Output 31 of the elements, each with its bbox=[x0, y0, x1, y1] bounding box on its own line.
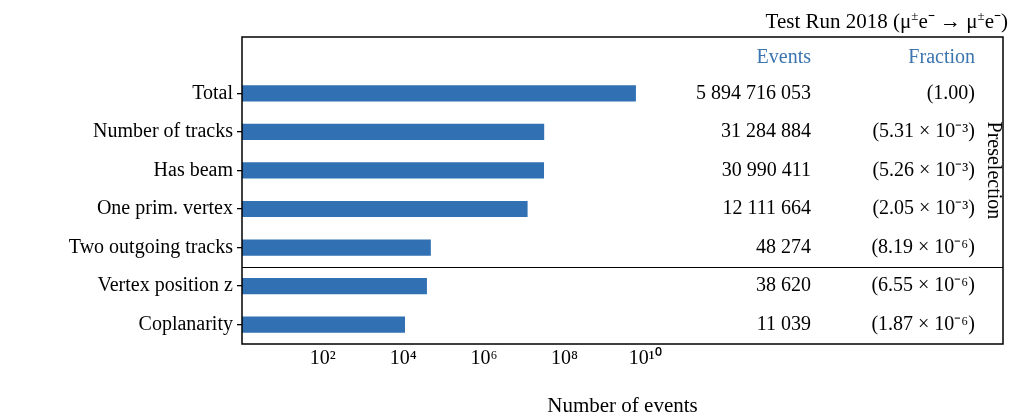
x-tick-label: 10⁶ bbox=[470, 346, 498, 369]
annotation: (5.26 × 10⁻³) bbox=[872, 157, 975, 181]
data-label: 48 274 bbox=[756, 234, 811, 257]
annotation: (1.00) bbox=[926, 80, 975, 104]
y-tick-label: One prim. vertex bbox=[96, 196, 233, 220]
data-label: 12 111 664 bbox=[722, 196, 811, 219]
annotation: Preselection bbox=[983, 121, 1006, 220]
annotation: Fraction bbox=[908, 44, 975, 67]
annotation: Events bbox=[756, 44, 812, 67]
annotation: (2.05 × 10⁻³) bbox=[872, 196, 975, 220]
y-tick-label: Has beam bbox=[153, 157, 234, 180]
y-tick-label: Total bbox=[192, 80, 234, 103]
x-axis-title: Number of events bbox=[547, 392, 698, 417]
annotation: (5.31 × 10⁻³) bbox=[872, 119, 975, 143]
y-tick-label: Number of tracks bbox=[93, 119, 234, 142]
y-tick-label: Coplanarity bbox=[138, 311, 233, 335]
x-tick-label: 10⁸ bbox=[551, 346, 579, 369]
annotation: (8.19 × 10⁻⁶) bbox=[871, 234, 975, 258]
data-label: 5 894 716 053 bbox=[696, 80, 811, 103]
data-label: 31 284 884 bbox=[721, 119, 811, 142]
x-tick-label: 10¹⁰ bbox=[628, 346, 662, 369]
chart-title: Test Run 2018 (μ$^{±}$e⁻ → μ$^{±}$e⁻) bbox=[765, 7, 1008, 34]
annotation: (6.55 × 10⁻⁶) bbox=[871, 273, 975, 297]
data-label: 30 990 411 bbox=[721, 157, 811, 180]
annotation: (1.87 × 10⁻⁶) bbox=[871, 311, 975, 335]
data-label: 11 039 bbox=[756, 311, 811, 334]
y-tick-label: Vertex position z bbox=[97, 273, 234, 297]
x-tick-label: 10² bbox=[309, 346, 336, 369]
x-tick-label: 10⁴ bbox=[389, 346, 417, 369]
data-label: 38 620 bbox=[756, 273, 811, 296]
y-tick-label: Two outgoing tracks bbox=[68, 234, 234, 258]
